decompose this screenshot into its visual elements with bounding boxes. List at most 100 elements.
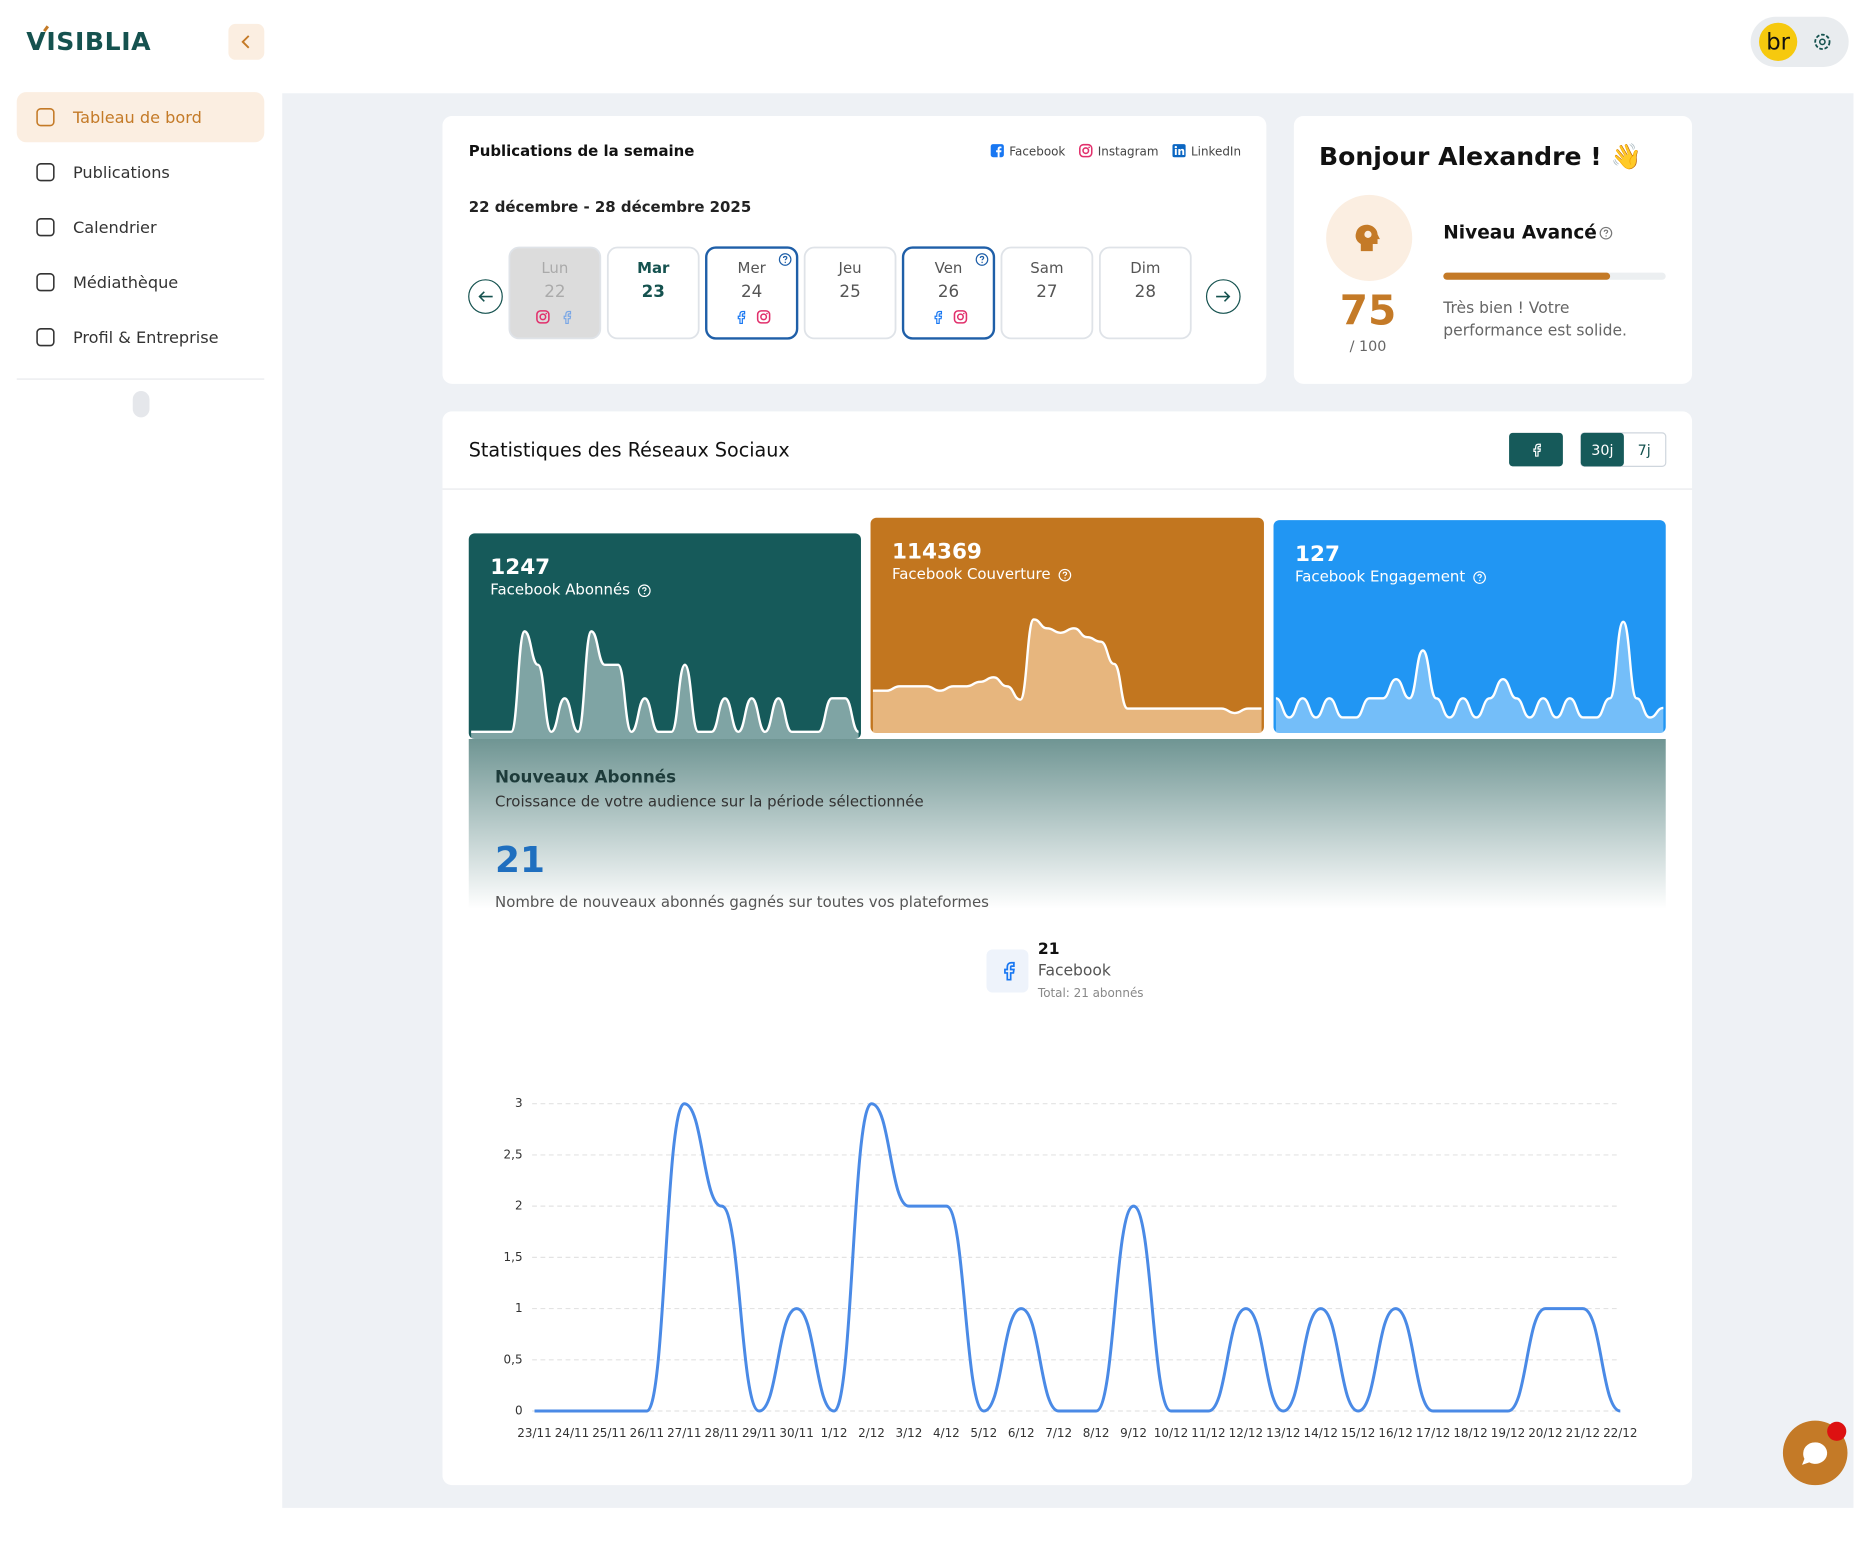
avatar[interactable] [1759,22,1798,61]
x-tick-label: 19/12 [1491,1426,1525,1440]
metric-card [870,517,1264,734]
logo-accent [43,25,50,32]
y-tick-label: 2 [515,1199,523,1213]
line-series [534,1102,1621,1413]
day-date: 22 [544,281,565,301]
logo: VISIBLIA [26,27,151,56]
y-tick-label: 1 [515,1301,523,1315]
x-tick-label: 17/12 [1416,1426,1450,1440]
nav-item[interactable]: Publications [73,163,170,182]
period-option[interactable]: 7j [1638,443,1651,459]
day-date: 27 [1036,281,1057,301]
metric-label: Facebook Engagement [1295,568,1465,586]
next-arrow [1216,291,1231,302]
score-max: / 100 [1350,339,1387,355]
x-tick-label: 27/11 [667,1426,701,1440]
collapse-button[interactable] [228,23,265,60]
sparkline [872,618,1262,715]
nav-icon [36,273,55,292]
nav-item[interactable]: Médiathèque [73,273,178,292]
day-name: Mar [637,259,670,277]
level-message: Très bien ! Votre [1442,299,1569,317]
progress-fill [1443,272,1611,280]
total-caption: Nombre de nouveaux abonnés gagnés sur to… [495,893,989,911]
week-title: Publications de la semaine [469,142,695,160]
prev-arrow [478,291,493,302]
x-tick-label: 28/11 [705,1426,739,1440]
x-tick-label: 11/12 [1191,1426,1225,1440]
stats-title: Statistiques des Réseaux Sociaux [469,438,790,461]
x-tick-label: 2/12 [858,1426,885,1440]
day-box[interactable] [803,246,897,340]
legend-label: Instagram [1098,144,1159,158]
x-tick-label: 14/12 [1304,1426,1338,1440]
chat-icon [1802,1442,1828,1465]
y-tick-label: 3 [515,1096,523,1110]
day-date: 28 [1135,281,1156,301]
nav-item[interactable]: Calendrier [73,218,157,237]
level-icon-gear [1364,230,1372,238]
day-name: Lun [541,259,568,277]
collapse-icon [241,35,250,49]
metric-value: 1247 [490,555,550,580]
score: 75 [1340,286,1397,334]
section-subtitle: Croissance de votre audience sur la péri… [495,792,924,810]
metric-label: Facebook Abonnés [490,581,630,599]
day-name: Mer [738,259,767,277]
x-tick-label: 9/12 [1120,1426,1147,1440]
legend-icon [990,144,1004,158]
x-tick-label: 24/11 [555,1426,589,1440]
y-tick-label: 0 [515,1404,523,1418]
metric-value: 127 [1295,542,1340,567]
day-box[interactable] [606,246,700,340]
x-tick-label: 3/12 [896,1426,923,1440]
nav-icon [36,218,55,237]
legend-label: Facebook [1009,144,1065,158]
y-tick-label: 0,5 [504,1352,523,1366]
day-name: Sam [1030,259,1063,277]
x-tick-label: 23/11 [517,1426,551,1440]
x-tick-label: 4/12 [933,1426,960,1440]
day-box[interactable] [508,246,602,340]
settings-icon[interactable] [1814,33,1831,50]
nav-item[interactable]: Profil & Entreprise [73,328,219,347]
metric-card [468,533,861,739]
nav-item[interactable]: Tableau de bord [72,108,202,127]
day-box[interactable] [1098,246,1192,340]
platform-total: Total: 21 abonnés [1037,986,1144,1000]
day-date: 23 [642,281,665,301]
sparkline-area [1275,621,1664,734]
x-tick-label: 30/11 [779,1426,813,1440]
settings-icon-core [1818,38,1826,46]
x-tick-label: 13/12 [1266,1426,1300,1440]
x-tick-label: 16/12 [1378,1426,1412,1440]
platform-icon-box [986,949,1029,993]
x-tick-label: 20/12 [1528,1426,1562,1440]
platform-name: Facebook [1038,961,1111,979]
x-tick-label: 8/12 [1083,1426,1110,1440]
day-date: 26 [938,281,959,301]
scroll-pill [132,391,150,418]
sparkline-area [471,631,859,739]
level-card [1293,115,1693,384]
x-tick-label: 18/12 [1453,1426,1487,1440]
metric-label: Facebook Couverture [892,565,1050,583]
total-followers: 21 [495,840,545,881]
x-tick-label: 21/12 [1566,1426,1600,1440]
period-option[interactable]: 30j [1591,443,1613,459]
nav-active[interactable] [16,92,265,143]
period-active[interactable] [1580,432,1624,467]
level-icon [1355,224,1380,252]
section-title: Nouveaux Abonnés [495,766,676,786]
chat-badge [1827,1421,1847,1441]
day-box[interactable] [901,246,996,340]
platform-count: 21 [1038,940,1060,958]
metric-value: 114369 [892,539,982,564]
x-tick-label: 26/11 [630,1426,664,1440]
nav-icon [36,108,55,127]
day-box[interactable] [1000,246,1094,340]
day-box[interactable] [705,246,799,340]
x-tick-label: 29/11 [742,1426,776,1440]
